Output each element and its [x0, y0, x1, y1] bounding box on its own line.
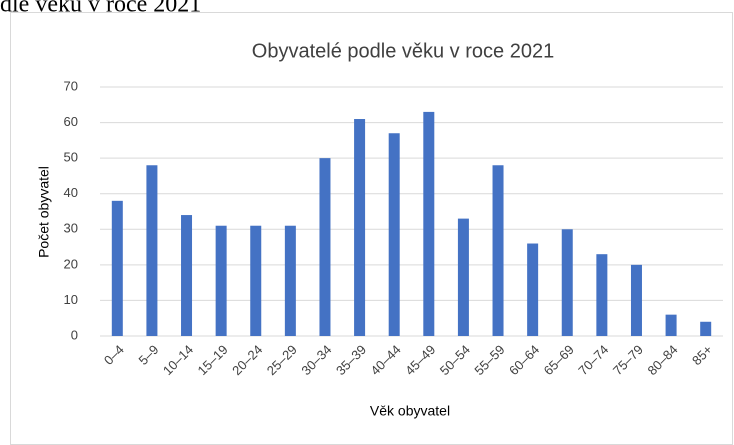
bar	[181, 215, 193, 336]
bar	[665, 314, 677, 336]
bar	[630, 264, 642, 336]
y-tick-label: 10	[64, 292, 78, 307]
chart-title: Obyvatelé podle věku v roce 2021	[252, 40, 554, 62]
bar	[492, 165, 504, 336]
y-tick-label: 30	[64, 221, 78, 236]
chart-frame	[10, 12, 733, 445]
y-tick-label: 40	[64, 185, 78, 200]
y-tick-label: 60	[64, 114, 78, 129]
bar	[561, 229, 573, 336]
bar	[527, 243, 539, 336]
bar	[700, 321, 712, 336]
bar	[388, 133, 400, 336]
bar	[215, 225, 227, 336]
x-axis-label: Věk obyvatel	[370, 403, 450, 419]
y-tick-label: 70	[64, 78, 78, 93]
bar	[250, 225, 262, 336]
bar	[423, 111, 435, 337]
y-tick-label: 50	[64, 150, 78, 165]
y-axis-label: Počet obyvatel	[36, 166, 52, 258]
bar	[146, 165, 158, 336]
bar	[354, 119, 366, 336]
bar	[596, 254, 608, 336]
bar	[111, 200, 123, 336]
y-tick-label: 20	[64, 256, 78, 271]
y-tick-label: 0	[71, 327, 78, 342]
bar	[319, 158, 331, 336]
bar	[457, 218, 469, 336]
bar	[284, 225, 296, 336]
